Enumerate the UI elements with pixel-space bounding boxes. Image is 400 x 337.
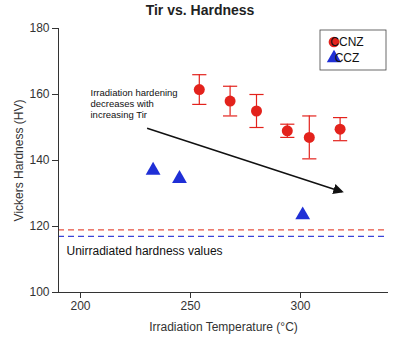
- svg-text:Irradiation hardeningdecreases: Irradiation hardeningdecreases withincre…: [91, 87, 178, 120]
- html-text:Tir vs. Hardness: Tir vs. Hardness: [145, 2, 255, 18]
- svg-text:CCNZ: CCNZ: [330, 35, 363, 49]
- svg-text:180: 180: [29, 21, 49, 35]
- svg-text:250: 250: [180, 299, 200, 313]
- svg-text:CCZ: CCZ: [335, 51, 360, 65]
- svg-text:Vickers Hardness (HV): Vickers Hardness (HV): [12, 100, 26, 222]
- svg-text:Unirradiated hardness values: Unirradiated hardness values: [67, 244, 223, 258]
- svg-text:140: 140: [29, 153, 49, 167]
- svg-text:300: 300: [290, 299, 310, 313]
- svg-text:200: 200: [70, 299, 90, 313]
- svg-text:Irradiation Temperature (°C): Irradiation Temperature (°C): [149, 320, 298, 334]
- svg-text:120: 120: [29, 219, 49, 233]
- svg-text:100: 100: [29, 285, 49, 299]
- svg-text:160: 160: [29, 87, 49, 101]
